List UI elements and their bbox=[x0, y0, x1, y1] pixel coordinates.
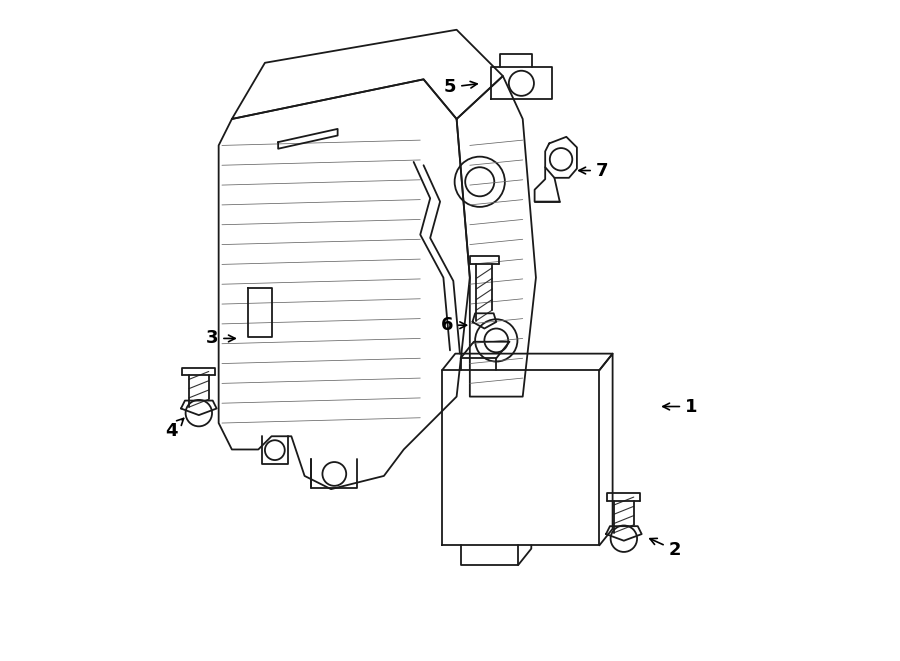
Text: 7: 7 bbox=[579, 161, 608, 180]
Text: 6: 6 bbox=[440, 316, 466, 334]
Text: 2: 2 bbox=[650, 538, 681, 559]
Text: 1: 1 bbox=[663, 397, 698, 416]
Text: 5: 5 bbox=[444, 78, 477, 97]
Text: 3: 3 bbox=[206, 329, 235, 348]
Text: 4: 4 bbox=[165, 418, 184, 440]
